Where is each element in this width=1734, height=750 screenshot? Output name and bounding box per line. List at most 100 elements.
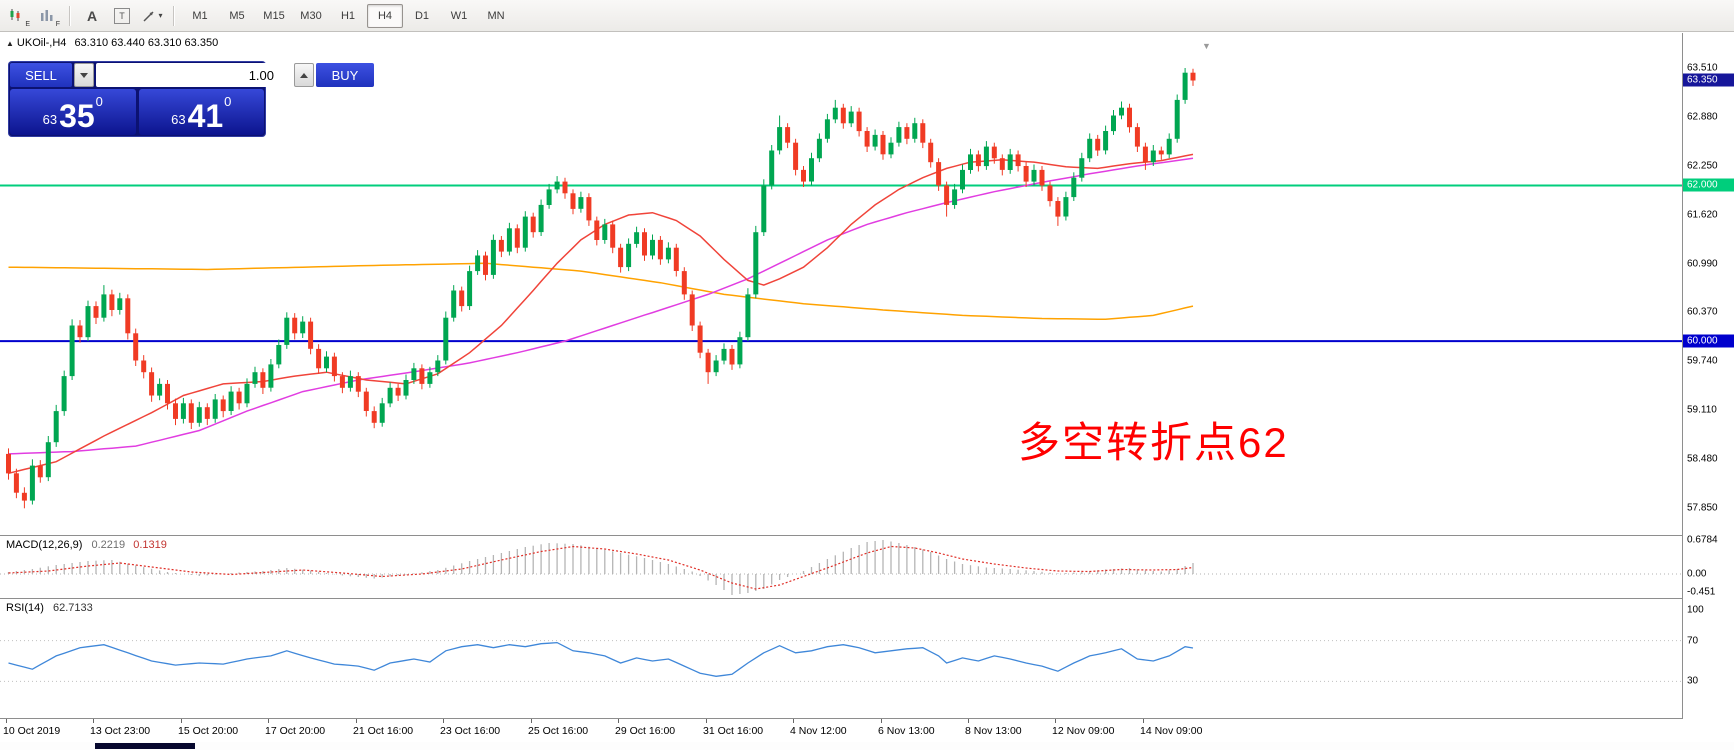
time-axis-label: 6 Nov 13:00: [878, 725, 935, 737]
arrow-tool-icon: [143, 10, 155, 22]
buy-price-sup: 0: [224, 94, 232, 109]
price-axis-label: 59.740: [1687, 355, 1718, 367]
toolbar: E F A T ▾ M1 M5 M15 M30 H1 H4 D1 W1 MN: [0, 0, 1734, 32]
trade-controls-row: SELL BUY: [10, 63, 374, 87]
timeframe-button-m1[interactable]: M1: [192, 9, 208, 22]
time-axis-label: 4 Nov 12:00: [790, 725, 847, 737]
price-axis-label: 0.00: [1687, 568, 1707, 580]
price-axis-label: 0.6784: [1687, 534, 1718, 546]
macd-chart[interactable]: [0, 536, 1682, 597]
macd-label-row: MACD(12,26,9) 0.2219 0.1319: [6, 539, 167, 551]
price-axis-border: [1682, 33, 1683, 718]
time-axis-tick: [93, 719, 94, 723]
expert-subscript: E: [25, 20, 30, 28]
time-axis-label: 25 Oct 16:00: [528, 725, 589, 737]
time-axis-tick: [443, 719, 444, 723]
price-axis-label: 62.880: [1687, 111, 1718, 123]
textbox-t-icon: T: [114, 7, 130, 24]
price-axis-label: -0.451: [1687, 586, 1716, 598]
buy-price-display[interactable]: 63 41 0: [138, 89, 264, 135]
sell-price-sup: 0: [95, 94, 103, 109]
time-axis-tick: [706, 719, 707, 723]
chart-shift-marker: ▼: [1202, 41, 1211, 51]
rsi-name: RSI(14): [6, 602, 44, 614]
chart-collapse-icon[interactable]: ▲: [6, 39, 14, 48]
timeframe-button-m15[interactable]: M15: [263, 9, 285, 22]
time-axis-label: 17 Oct 20:00: [265, 725, 326, 737]
volume-input[interactable]: [96, 63, 292, 87]
volume-increase-button[interactable]: [294, 63, 314, 87]
ohlc-values: 63.310 63.440 63.310 63.350: [74, 37, 219, 49]
caret-down-icon: [80, 72, 88, 78]
time-axis-tick: [618, 719, 619, 723]
chart-text-annotation: 多空转折点62: [1018, 419, 1289, 466]
price-axis-label: 63.510: [1687, 62, 1718, 74]
price-axis-label: 57.850: [1687, 502, 1718, 514]
candlestick-chart[interactable]: [0, 33, 1682, 535]
rsi-label-row: RSI(14) 62.7133: [6, 602, 93, 614]
chart-title-line: ▲ UKOil-,H4 63.310 63.440 63.310 63.350: [6, 37, 218, 49]
price-axis-label: 58.480: [1687, 453, 1718, 465]
time-axis-tick: [968, 719, 969, 723]
timeframe-button-mn[interactable]: MN: [487, 9, 505, 22]
caret-up-icon: [300, 72, 308, 78]
macd-name: MACD(12,26,9): [6, 539, 83, 551]
timeframe-button-m5[interactable]: M5: [229, 9, 245, 22]
price-axis-label: 100: [1687, 604, 1704, 616]
timeframe-group: M1 M5 M15 M30 H1 H4 D1 W1 MN: [182, 3, 514, 28]
sell-price-big: 35: [59, 98, 95, 134]
scrollbar-thumb[interactable]: [95, 743, 195, 749]
price-axis-label: 61.620: [1687, 209, 1718, 221]
sell-button[interactable]: SELL: [10, 63, 72, 87]
draw-tools-button[interactable]: ▾: [138, 4, 166, 28]
expert-chart-icon[interactable]: E: [4, 4, 32, 28]
text-a-icon: A: [86, 7, 98, 24]
macd-signal-value: 0.1319: [133, 539, 167, 551]
time-axis-tick: [6, 719, 7, 723]
rsi-chart[interactable]: [0, 599, 1682, 717]
price-axis-label: 70: [1687, 635, 1699, 647]
buy-button[interactable]: BUY: [316, 63, 374, 87]
one-click-trading-panel: SELL BUY 63 35 0 63 41 0: [8, 61, 374, 137]
time-axis-label: 10 Oct 2019: [3, 725, 61, 737]
time-axis-label: 13 Oct 23:00: [90, 725, 151, 737]
trade-prices-row: 63 35 0 63 41 0: [10, 89, 264, 135]
time-axis-tick: [881, 719, 882, 723]
price-axis-badge: 63.350: [1683, 73, 1734, 87]
time-axis[interactable]: 10 Oct 2019 13 Oct 23:00 15 Oct 20:00 17 Oc…: [0, 719, 1682, 742]
price-axis-label: 60.990: [1687, 258, 1718, 270]
panel-separator[interactable]: [0, 598, 1734, 599]
time-axis-tick: [181, 719, 182, 723]
price-axis-label: 30: [1687, 675, 1699, 687]
price-axis-label: 59.110: [1687, 404, 1717, 416]
price-axis[interactable]: 63.510 62.880 62.250 61.620 60.990 60.370 59.7…: [1683, 33, 1734, 742]
time-axis-tick: [1055, 719, 1056, 723]
volume-decrease-button[interactable]: [74, 63, 94, 87]
time-axis-label: 23 Oct 16:00: [440, 725, 501, 737]
rsi-value: 62.7133: [52, 602, 93, 614]
time-axis-label: 29 Oct 16:00: [615, 725, 676, 737]
text-label-tool[interactable]: A: [78, 4, 106, 28]
price-axis-badge: 62.000: [1683, 178, 1734, 192]
time-axis-label: 12 Nov 09:00: [1052, 725, 1115, 737]
time-axis-label: 15 Oct 20:00: [178, 725, 239, 737]
timeframe-button-w1[interactable]: W1: [450, 9, 468, 22]
panel-separator[interactable]: [0, 535, 1734, 536]
timeframe-button-d1[interactable]: D1: [414, 9, 430, 22]
main-chart-panel: ▲ UKOil-,H4 63.310 63.440 63.310 63.350 ▼ …: [0, 33, 1682, 535]
candle-chart-glyph: [10, 8, 20, 21]
timeframe-button-h1[interactable]: H1: [340, 9, 356, 22]
text-box-tool[interactable]: T: [108, 4, 136, 28]
price-axis-label: 60.370: [1687, 306, 1718, 318]
time-axis-label: 21 Oct 16:00: [353, 725, 414, 737]
toolbar-separator: [173, 5, 175, 26]
sell-price-display[interactable]: 63 35 0: [10, 89, 136, 135]
timeframe-button-m30[interactable]: M30: [300, 9, 322, 22]
time-axis-tick: [356, 719, 357, 723]
timeframe-button-h4[interactable]: H4: [367, 3, 403, 28]
time-axis-tick: [793, 719, 794, 723]
time-axis-label: 31 Oct 16:00: [703, 725, 764, 737]
time-axis-tick: [531, 719, 532, 723]
indicator-list-icon[interactable]: F: [34, 4, 62, 28]
